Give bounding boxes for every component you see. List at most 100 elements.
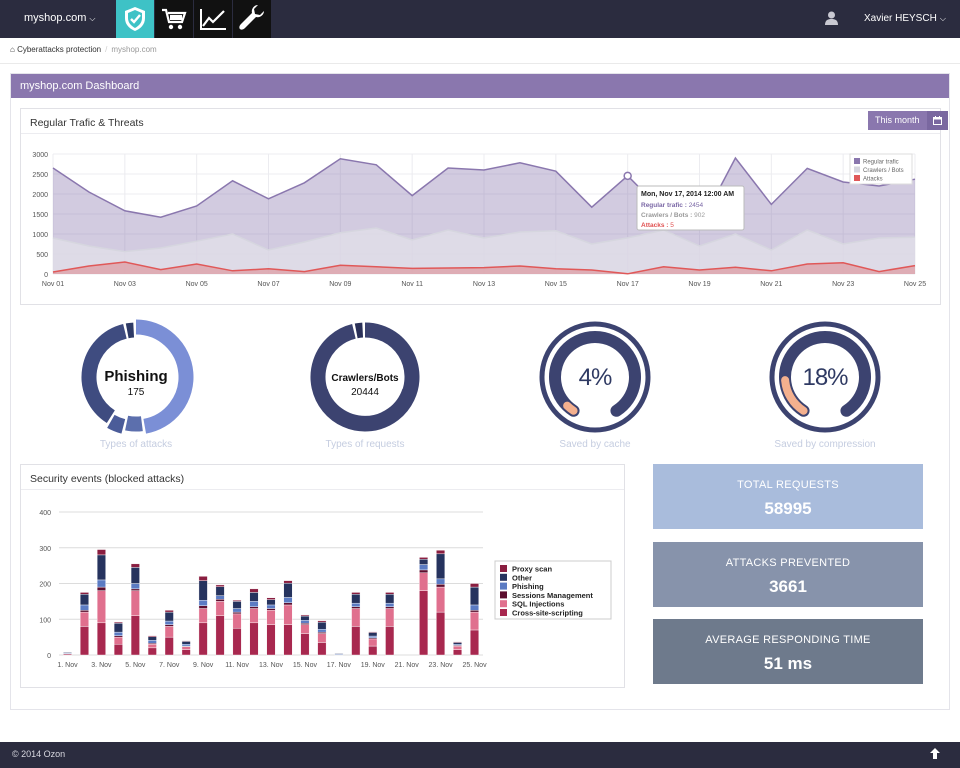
range-label: This month bbox=[875, 115, 920, 125]
donut-value: 20444 bbox=[351, 387, 379, 398]
bar-segment bbox=[317, 629, 327, 633]
dashboard-title: myshop.com Dashboard bbox=[11, 74, 949, 98]
bar-segment bbox=[470, 583, 479, 588]
legend-label: Attacks bbox=[863, 177, 883, 183]
bar-segment bbox=[300, 615, 310, 621]
chart-icon bbox=[200, 9, 226, 30]
traffic-card: Regular Trafic & Threats This month 0 500… bbox=[20, 108, 948, 305]
donut-label: Crawlers/Bots bbox=[331, 373, 399, 384]
series-area bbox=[53, 228, 915, 274]
bar-segment bbox=[300, 614, 310, 617]
site-selector[interactable]: myshop.com ⌵ bbox=[24, 12, 95, 24]
x-tick-label: Nov 15 bbox=[545, 281, 567, 288]
bar-segment bbox=[96, 586, 106, 591]
bar-segment bbox=[232, 627, 242, 656]
bar-segment bbox=[300, 624, 310, 634]
tooltip-row: Regular trafic : 2454 bbox=[641, 202, 704, 209]
legend-label: Proxy scan bbox=[512, 565, 552, 574]
bar-segment bbox=[436, 553, 446, 580]
stat-label: AVERAGE RESPONDING TIME bbox=[705, 634, 871, 646]
bar-segment bbox=[351, 606, 361, 609]
x-tick-label: Nov 17 bbox=[617, 281, 639, 288]
y-tick-label: 1500 bbox=[32, 212, 48, 219]
wrench-icon bbox=[239, 5, 264, 30]
bar-segment bbox=[215, 615, 225, 656]
bar-segment bbox=[232, 601, 242, 609]
nav-protection[interactable] bbox=[116, 0, 154, 38]
donut-requests[interactable]: Crawlers/Bots 20444 bbox=[305, 317, 425, 437]
bar-segment bbox=[470, 611, 479, 631]
y-tick-label: 300 bbox=[39, 546, 51, 553]
x-tick-label: Nov 03 bbox=[114, 281, 136, 288]
legend-swatch bbox=[500, 565, 507, 572]
bar-segment bbox=[164, 611, 174, 622]
x-tick-label: 17. Nov bbox=[327, 662, 352, 669]
y-tick-label: 100 bbox=[39, 617, 51, 624]
nav-shop[interactable] bbox=[155, 0, 193, 38]
bar-segment bbox=[63, 652, 72, 654]
bar-segment bbox=[283, 582, 293, 598]
bar-segment bbox=[368, 645, 378, 656]
bar-segment bbox=[215, 586, 225, 596]
divider bbox=[21, 489, 624, 490]
bar-segment bbox=[147, 647, 157, 656]
y-tick-label: 0 bbox=[47, 653, 51, 660]
donut-segment bbox=[310, 322, 420, 432]
x-tick-label: Nov 21 bbox=[760, 281, 782, 288]
bar-segment bbox=[181, 649, 191, 656]
bar-segment bbox=[266, 604, 276, 609]
x-tick-label: 7. Nov bbox=[159, 662, 180, 669]
tooltip-row: Attacks : 5 bbox=[641, 222, 674, 229]
gauge-percent: 18% bbox=[802, 364, 848, 391]
x-tick-label: 3. Nov bbox=[91, 662, 112, 669]
bar-segment bbox=[164, 636, 174, 656]
tooltip-row-value: 2454 bbox=[689, 202, 704, 209]
bar-segment bbox=[215, 584, 225, 587]
bar-segment bbox=[232, 611, 242, 615]
nav-stats[interactable] bbox=[194, 0, 232, 38]
arrow-up-icon bbox=[930, 748, 940, 759]
bar-segment bbox=[96, 579, 106, 588]
legend-box bbox=[849, 153, 913, 185]
donut-caption: Types of requests bbox=[325, 439, 405, 450]
bar-segment bbox=[113, 631, 123, 636]
nav-settings[interactable] bbox=[233, 0, 271, 38]
bar-segment bbox=[419, 569, 429, 573]
range-button[interactable]: This month bbox=[868, 111, 948, 130]
donut-segment bbox=[125, 322, 135, 339]
bar-segment bbox=[164, 610, 174, 613]
breadcrumb-root[interactable]: Cyberattacks protection bbox=[17, 45, 102, 54]
x-tick-label: 19. Nov bbox=[361, 662, 386, 669]
user-menu[interactable]: Xavier HEYSCH ⌵ bbox=[864, 13, 946, 24]
scroll-top-button[interactable] bbox=[930, 748, 940, 761]
legend-label: Crawlers / Bots bbox=[863, 168, 904, 174]
calendar-icon bbox=[927, 111, 948, 130]
x-tick-label: 15. Nov bbox=[293, 662, 318, 669]
legend-swatch bbox=[854, 166, 860, 173]
bar-segment bbox=[198, 608, 208, 624]
tooltip-row-label: Attacks : bbox=[641, 222, 670, 229]
tooltip-row-label: Regular trafic : bbox=[641, 202, 689, 209]
donut-attacks[interactable]: Phishing 175 bbox=[76, 317, 196, 437]
bar-segment bbox=[113, 621, 123, 624]
legend-label: Sessions Management bbox=[512, 591, 593, 600]
stat-total-requests: TOTAL REQUESTS 58995 bbox=[653, 464, 923, 529]
user-name: Xavier HEYSCH bbox=[864, 13, 937, 24]
bar-segment bbox=[351, 602, 361, 607]
bar-segment bbox=[215, 595, 225, 600]
bar-segment bbox=[249, 588, 259, 593]
bar-segment bbox=[283, 624, 293, 656]
bar-segment bbox=[147, 644, 157, 649]
series-area bbox=[53, 158, 915, 274]
traffic-chart: 0 500 1000 1500 2000 2500 3000 Nov 01 Nov 03 Nov … bbox=[32, 152, 926, 288]
y-tick-label: 3000 bbox=[32, 152, 48, 159]
x-tick-label: 25. Nov bbox=[462, 662, 487, 669]
bar-segment bbox=[317, 642, 327, 656]
bar-segment bbox=[368, 631, 378, 633]
bar-segment bbox=[249, 608, 259, 624]
bar-segment bbox=[385, 602, 395, 607]
legend-swatch bbox=[854, 158, 860, 164]
legend-swatch bbox=[854, 175, 860, 181]
home-icon: ⌂ bbox=[10, 45, 15, 54]
